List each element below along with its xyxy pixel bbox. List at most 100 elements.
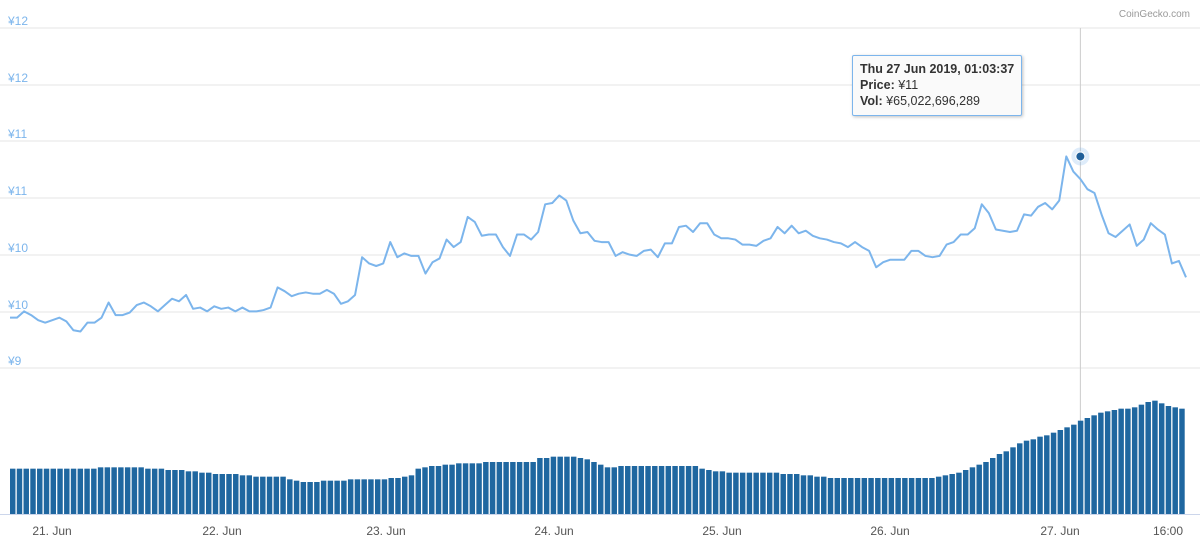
x-axis-ticks: 21. Jun 22. Jun 23. Jun 24. Jun 25. Jun 26. J… bbox=[32, 524, 1183, 538]
volume-bar bbox=[314, 482, 320, 514]
volume-bar bbox=[327, 480, 334, 514]
volume-bar bbox=[395, 478, 401, 514]
volume-bar bbox=[185, 471, 192, 514]
volume-bar bbox=[334, 480, 340, 514]
volume-bar bbox=[1138, 404, 1145, 514]
volume-bar bbox=[1084, 418, 1091, 514]
volume-bar bbox=[821, 476, 827, 514]
volume-bar bbox=[827, 478, 834, 514]
volume-bar bbox=[854, 478, 861, 514]
price-series bbox=[10, 147, 1187, 333]
tooltip-price-label: Price: bbox=[860, 78, 895, 92]
volume-bar bbox=[658, 466, 665, 514]
volume-bar bbox=[158, 468, 165, 514]
volume-bar bbox=[1010, 447, 1016, 514]
volume-bar bbox=[462, 463, 469, 514]
volume-bar bbox=[1017, 443, 1023, 514]
price-line bbox=[10, 155, 1187, 333]
volume-bar bbox=[800, 475, 807, 514]
volume-bar bbox=[929, 478, 935, 514]
volume-bar bbox=[266, 476, 273, 514]
volume-bar bbox=[287, 479, 293, 514]
x-tick-label: 25. Jun bbox=[702, 524, 741, 538]
volume-bar bbox=[557, 456, 563, 514]
volume-bar bbox=[374, 479, 381, 514]
volume-bar bbox=[706, 470, 712, 514]
tooltip-vol-label: Vol: bbox=[860, 94, 883, 108]
volume-bar bbox=[145, 468, 151, 514]
tooltip-price-row: Price: ¥11 bbox=[860, 77, 1014, 93]
volume-bar bbox=[645, 466, 651, 514]
y-tick-label: ¥9 bbox=[7, 354, 22, 368]
x-tick-label: 24. Jun bbox=[534, 524, 573, 538]
volume-bar bbox=[124, 467, 131, 514]
volume-bar bbox=[37, 468, 43, 514]
volume-bar bbox=[773, 472, 780, 514]
y-tick-label: ¥12 bbox=[7, 71, 28, 85]
y-tick-label: ¥11 bbox=[7, 127, 27, 141]
volume-bar bbox=[50, 468, 57, 514]
volume-bar bbox=[226, 474, 232, 514]
volume-bar bbox=[23, 468, 29, 514]
highlight-marker[interactable] bbox=[1075, 151, 1086, 162]
volume-bar bbox=[354, 479, 361, 514]
credit-label[interactable]: CoinGecko.com bbox=[1119, 9, 1190, 20]
volume-bar bbox=[787, 474, 793, 514]
volume-bar bbox=[638, 466, 645, 514]
volume-bar bbox=[712, 471, 719, 514]
volume-bar bbox=[233, 474, 239, 514]
volume-bar bbox=[543, 458, 550, 514]
volume-bar bbox=[442, 464, 449, 514]
volume-bar bbox=[138, 467, 144, 514]
volume-bar bbox=[260, 476, 266, 514]
volume-bar bbox=[435, 466, 442, 514]
volume-bar bbox=[199, 472, 205, 514]
volume-bar bbox=[97, 467, 104, 514]
volume-bar bbox=[510, 462, 516, 514]
volume-bar bbox=[665, 466, 672, 514]
volume-bar bbox=[84, 468, 90, 514]
volume-bar bbox=[489, 462, 496, 514]
volume-bar bbox=[672, 466, 678, 514]
volume-bar bbox=[1125, 408, 1131, 514]
volume-bar bbox=[895, 478, 901, 514]
volume-bar bbox=[1104, 411, 1111, 514]
volume-bar bbox=[212, 474, 219, 514]
volume-bar bbox=[611, 467, 617, 514]
volume-bar bbox=[733, 472, 739, 514]
volume-bar bbox=[1165, 406, 1172, 514]
volume-bar bbox=[976, 464, 982, 514]
volume-bar bbox=[415, 468, 421, 514]
volume-bar bbox=[111, 467, 117, 514]
volume-bar bbox=[165, 470, 171, 514]
volume-bar bbox=[1131, 407, 1138, 514]
volume-bar bbox=[692, 466, 699, 514]
volume-bar bbox=[476, 463, 482, 514]
volume-bar bbox=[361, 479, 367, 514]
volume-bar bbox=[1179, 408, 1185, 514]
volume-bar bbox=[273, 476, 280, 514]
volume-bar bbox=[550, 456, 557, 514]
volume-bar bbox=[16, 468, 23, 514]
volume-bar bbox=[172, 470, 178, 514]
volume-bar bbox=[942, 475, 949, 514]
volume-bar bbox=[848, 478, 854, 514]
volume-bar bbox=[347, 479, 354, 514]
volume-bar bbox=[388, 478, 394, 514]
volume-bar bbox=[1037, 436, 1043, 514]
volume-bar bbox=[381, 479, 388, 514]
volume-bar bbox=[564, 456, 570, 514]
volume-bar bbox=[293, 480, 300, 514]
volume-bar bbox=[625, 466, 631, 514]
x-tick-label: 23. Jun bbox=[366, 524, 405, 538]
tooltip-price-value: ¥11 bbox=[898, 78, 919, 92]
volume-bar bbox=[1145, 402, 1151, 514]
volume-bar bbox=[43, 468, 50, 514]
volume-bar bbox=[990, 458, 996, 514]
price-tooltip: Thu 27 Jun 2019, 01:03:37 Price: ¥11 Vol… bbox=[852, 55, 1023, 116]
volume-bar bbox=[516, 462, 523, 514]
tooltip-date: Thu 27 Jun 2019, 01:03:37 bbox=[860, 62, 1015, 76]
volume-bar bbox=[888, 478, 895, 514]
volume-bar bbox=[307, 482, 313, 514]
